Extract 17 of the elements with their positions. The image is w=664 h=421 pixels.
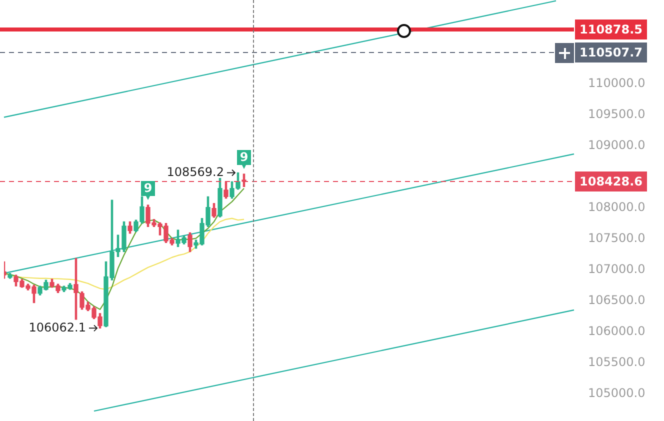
- y-tick-label: 107000.0: [588, 262, 646, 276]
- y-tick-label: 109000.0: [588, 138, 646, 152]
- y-tick-label: 107500.0: [588, 231, 646, 246]
- y-tick-label: 105500.0: [588, 355, 646, 370]
- ref-line-label: 110878.5: [579, 22, 643, 37]
- y-tick-label: 109500.0: [588, 107, 646, 122]
- y-tick-label: 106000.0: [588, 324, 646, 338]
- y-tick-label: 110000.0: [588, 76, 646, 90]
- ref-line-label: 110507.7: [579, 46, 643, 60]
- annotation: 106062.1: [28, 320, 86, 334]
- y-tick-label: 106500.0: [588, 293, 646, 308]
- ref-line-label: 108428.6: [579, 174, 643, 189]
- annotation: 9: [144, 181, 152, 196]
- y-tick-label: 105000.0: [588, 386, 646, 400]
- annotation: 9: [240, 150, 248, 164]
- annotation: 108569.2: [166, 164, 224, 179]
- y-tick-label: 108000.0: [588, 200, 646, 214]
